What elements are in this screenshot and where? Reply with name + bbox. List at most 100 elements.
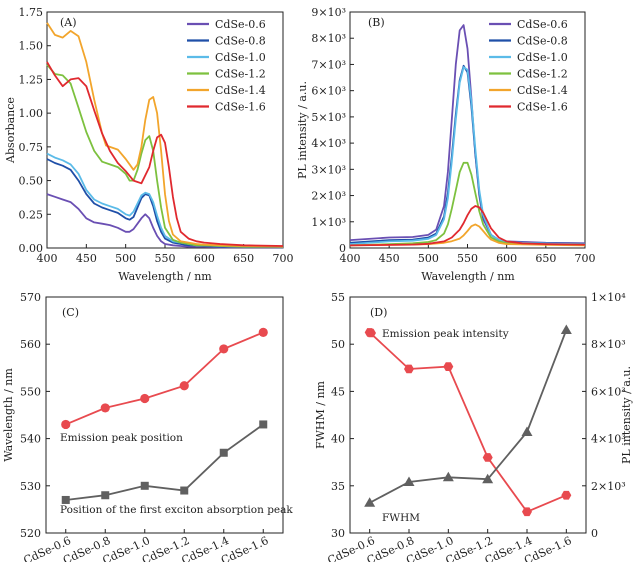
data-point — [482, 473, 494, 484]
y-tick-label: 55 — [331, 291, 345, 304]
data-point — [180, 486, 189, 495]
x-tick-label: 400 — [340, 252, 361, 265]
panel-a-legend: CdSe-0.6 CdSe-0.8 CdSe-1.0 CdSe-1.2 CdSe-1.4… — [187, 18, 266, 114]
data-point — [442, 471, 454, 482]
series-line-cdse-1.4 — [46, 22, 284, 248]
legend-label: CdSe-1.2 — [215, 68, 266, 81]
panel-d-frame — [349, 296, 587, 534]
series-line-cdse-0.6 — [46, 193, 283, 249]
panel-a-ylabel: Absorbance — [4, 97, 17, 164]
y-tick-label: 0 — [339, 242, 346, 255]
panel-b-pl-intensity: 400 450 500 550 600 650 700 0 1×10³ 2×10³ 3×10³ 4×1… — [296, 6, 596, 283]
data-point — [403, 476, 415, 487]
y2-tick-label: 0 — [591, 527, 598, 540]
panel-b-series — [349, 24, 586, 247]
series-line-cdse-1.2 — [349, 161, 586, 247]
y-tick-label: 1.25 — [19, 73, 44, 86]
panel-c-wavelength: CdSe-0.6CdSe-0.8CdSe-1.0CdSe-1.2CdSe-1.4… — [2, 291, 293, 562]
panel-d-fwhm-intensity: CdSe-0.6CdSe-0.8CdSe-1.0CdSe-1.2CdSe-1.4… — [314, 291, 633, 562]
panel-b-legend: CdSe-0.6 CdSe-0.8 CdSe-1.0 CdSe-1.2 CdSe-1.4… — [489, 18, 568, 114]
panel-b-label: (B) — [368, 16, 385, 29]
x-tick-label: 450 — [379, 252, 400, 265]
data-point — [61, 495, 70, 504]
panel-a-ticks: 400 450 500 550 600 650 700 0.00 0.25 0.50 0.75 1.0… — [19, 6, 294, 265]
panel-d-ticks: CdSe-0.6CdSe-0.8CdSe-1.0CdSe-1.2CdSe-1.4… — [325, 291, 626, 562]
y-tick-label: 530 — [20, 480, 41, 493]
x-tick-label: 450 — [76, 252, 97, 265]
data-point — [560, 324, 572, 335]
x-tick-label: 600 — [194, 252, 215, 265]
panel-c-annotation-absorption: Position of the first exciton absorption… — [60, 504, 293, 516]
panel-a-series — [46, 22, 284, 249]
panel-a-xlabel: Wavelength / nm — [118, 270, 212, 283]
panel-d-annotation-intensity: Emission peak intensity — [382, 328, 509, 340]
y-tick-label: 0.75 — [19, 141, 44, 154]
data-point — [61, 419, 71, 430]
x-tick-label: 500 — [115, 252, 136, 265]
panel-d-series — [364, 324, 572, 517]
data-point — [140, 481, 149, 490]
y-tick-label: 570 — [20, 291, 41, 304]
x-tick-label: 650 — [535, 252, 556, 265]
legend-label: CdSe-1.0 — [517, 51, 568, 64]
data-point — [258, 327, 268, 337]
y2-tick-label: 1×10⁴ — [591, 291, 626, 304]
series-line-cdse-1.6 — [46, 61, 284, 247]
series-line-cdse-1.6 — [349, 205, 586, 247]
legend-label: CdSe-1.6 — [517, 101, 568, 114]
panel-d-label: (D) — [370, 306, 387, 319]
x-tick-label: 500 — [418, 252, 439, 265]
x-tick-label: 700 — [273, 252, 294, 265]
legend-label: CdSe-0.8 — [215, 35, 266, 48]
panel-d-annotation-fwhm: FWHM — [382, 512, 420, 524]
y2-tick-label: 2×10³ — [591, 480, 626, 493]
x-tick-label: 400 — [37, 252, 58, 265]
panel-b-ticks: 400 450 500 550 600 650 700 0 1×10³ 2×10³ 3×10³ 4×1… — [311, 6, 595, 265]
data-point — [521, 426, 533, 436]
series-line-cdse-1.2 — [46, 64, 283, 248]
panel-c-series — [61, 327, 268, 504]
y-tick-label: 7×10³ — [311, 58, 346, 71]
y2-tick-label: 8×10³ — [591, 338, 626, 351]
y-tick-label: 0.50 — [19, 175, 44, 188]
y-tick-label: 0.25 — [19, 208, 44, 221]
y-tick-label: 45 — [331, 385, 345, 398]
y-tick-label: 1.75 — [19, 6, 44, 19]
x-tick-label: 650 — [233, 252, 254, 265]
panel-c-frame — [45, 296, 284, 534]
x-tick-label: 600 — [496, 252, 517, 265]
y-tick-label: 30 — [331, 527, 345, 540]
y-tick-label: 1.50 — [19, 40, 44, 53]
legend-label: CdSe-1.4 — [517, 84, 568, 97]
data-point — [482, 453, 493, 462]
data-point — [219, 344, 229, 354]
y-tick-label: 2×10³ — [311, 190, 346, 203]
y2-tick-label: 4×10³ — [591, 433, 626, 446]
legend-label: CdSe-0.6 — [215, 18, 266, 31]
y-tick-label: 520 — [20, 527, 41, 540]
series-line — [65, 331, 264, 426]
panel-d-ylabel: FWHM / nm — [314, 380, 327, 449]
data-point — [364, 497, 376, 507]
data-point — [101, 491, 110, 500]
x-tick-label: 550 — [155, 252, 176, 265]
legend-label: CdSe-1.4 — [215, 84, 266, 97]
data-point — [179, 381, 189, 391]
series-line-cdse-1.0 — [349, 66, 586, 245]
panel-d-y2label: PL intensity / a.u. — [620, 366, 633, 464]
legend-label: CdSe-1.2 — [517, 68, 568, 81]
y-tick-label: 1.00 — [19, 107, 44, 120]
y-tick-label: 550 — [20, 385, 41, 398]
data-point — [522, 507, 532, 517]
y-tick-label: 4×10³ — [311, 137, 346, 150]
y-tick-label: 3×10³ — [311, 163, 346, 176]
panel-b-xlabel: Wavelength / nm — [421, 270, 515, 283]
panel-c-ylabel: Wavelength / nm — [2, 368, 15, 462]
data-point — [259, 420, 268, 429]
x-tick-label: 550 — [457, 252, 478, 265]
panel-c-label: (C) — [62, 306, 79, 319]
y-tick-label: 40 — [331, 433, 345, 446]
legend-label: CdSe-1.6 — [215, 101, 266, 114]
y-tick-label: 5×10³ — [311, 111, 346, 124]
